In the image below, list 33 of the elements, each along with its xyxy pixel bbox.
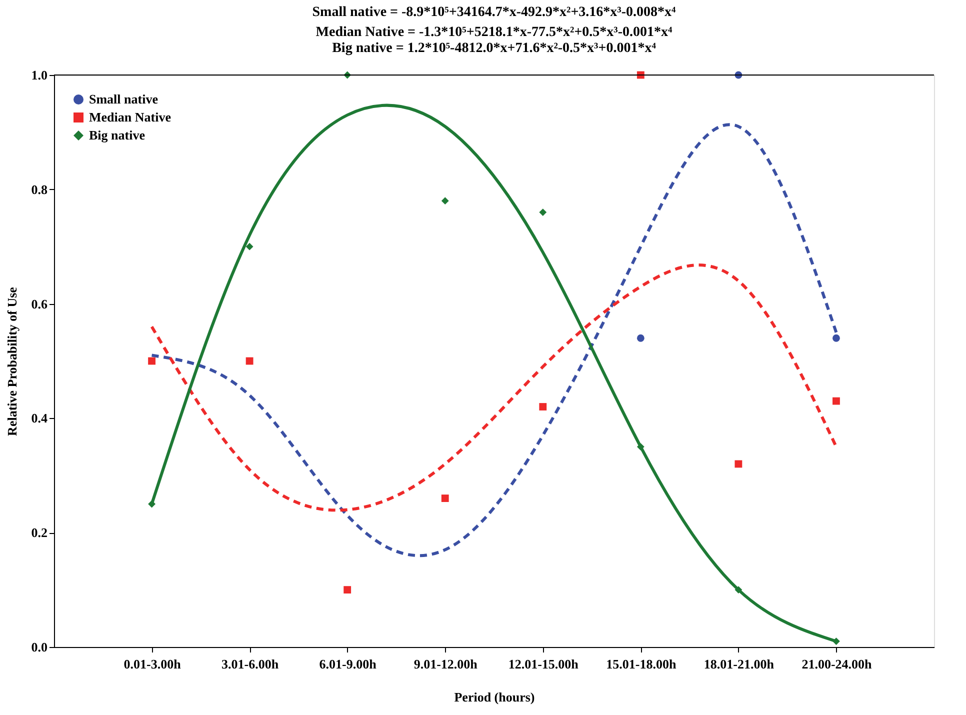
point: [734, 460, 742, 468]
x-tick-label: 12.01-15.00h: [508, 656, 580, 672]
point: [832, 397, 840, 405]
point: [636, 334, 644, 342]
y-tick-label: 0.2: [31, 525, 48, 540]
x-tick-label: 15.01-18.00h: [606, 656, 677, 672]
y-axis-title: Relative Probability of Use: [4, 286, 20, 436]
point: [246, 242, 254, 250]
point: [441, 197, 449, 205]
x-axis-title: Period (hours): [454, 690, 535, 704]
point: [344, 586, 352, 594]
chart-subtitle: Median Native = -1.3*10⁵+5218.1*x-77.5*x²+0.5*x³-0.001*x⁴ Big native = 1.2*10⁵-4812.0*x+71.6*x²-0.5*x³+0.001*x⁴: [316, 25, 674, 56]
x-tick-label: 21.00-24.00h: [802, 656, 873, 672]
point: [832, 334, 840, 342]
point: [441, 494, 449, 502]
x-tick-label: 3.01-6.00h: [222, 656, 280, 672]
x-tick-label: 0.01-3.00h: [124, 656, 182, 672]
x-tick-label: 18.01-21.00h: [704, 656, 775, 672]
y-tick-label: 0.4: [31, 410, 48, 426]
legend-label: Big native: [89, 128, 146, 142]
point: [148, 357, 156, 365]
point: [246, 357, 254, 365]
y-tick-label: 1.0: [31, 68, 48, 82]
point: [539, 208, 547, 216]
x-tick-label: 6.01-9.00h: [319, 656, 378, 672]
y-tick-label: 0.8: [31, 182, 48, 197]
y-tick-label: 0.6: [31, 296, 48, 312]
legend-label: Median Native: [89, 110, 172, 124]
x-tick-label: 9.01-12.00h: [414, 656, 478, 672]
legend-label: Small native: [89, 92, 158, 106]
chart-title: Small native = -8.9*10⁵+34164.7*x-492.9*x²+3.16*x³-0.008*x⁴: [312, 5, 677, 20]
point: [539, 403, 547, 410]
y-tick-label: 0.0: [31, 640, 48, 654]
